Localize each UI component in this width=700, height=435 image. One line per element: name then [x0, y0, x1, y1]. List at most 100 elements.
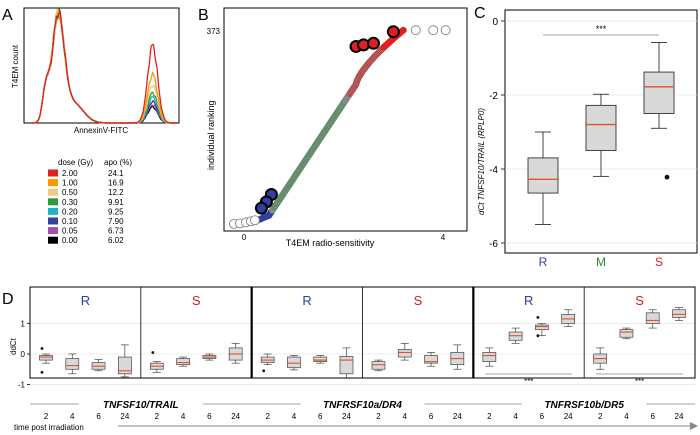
category-label: M — [596, 255, 606, 269]
gene-label: TNFRSF10a/DR4 — [323, 400, 402, 411]
xtick-label: 24 — [120, 412, 129, 421]
panel-a-curves — [31, 6, 178, 124]
panel-a-ylabel: T4EM count — [11, 44, 20, 88]
xtick-label: 2 — [376, 412, 381, 421]
panel-label-c: C — [474, 5, 486, 22]
legend-apo: 9.91 — [108, 198, 124, 207]
outlier-point — [40, 347, 44, 350]
ytick-label: -2 — [489, 91, 498, 102]
legend-apo: 6.02 — [108, 236, 124, 245]
legend-swatch — [48, 217, 58, 225]
legend-dose: 0.05 — [62, 227, 78, 236]
open-point — [440, 25, 451, 36]
xtick-label: 6 — [318, 412, 323, 421]
histogram-curve — [31, 11, 178, 124]
group-label: R — [524, 293, 533, 308]
xtick-label: 24 — [342, 412, 351, 421]
panel-b-frame — [223, 7, 468, 232]
legend-swatch — [48, 169, 58, 177]
xtick-label: 4 — [181, 412, 186, 421]
panel-c: 0 -2 -4 -6 R M S *** dCt TNFSF10/TRAIL (RPLP0) — [477, 9, 698, 269]
panel-d-xlabel: time post irradiation — [14, 423, 84, 432]
ytick-label: 1 — [21, 320, 26, 329]
legend-dose: 2.00 — [62, 169, 78, 178]
panel-label-a: A — [2, 7, 13, 24]
panel-a-legend: dose (Gy) apo (%) 2.00 24.1 1.00 16.9 0.50 12… — [48, 158, 132, 245]
box — [65, 358, 80, 370]
box — [39, 355, 53, 361]
xtick-label: 2 — [598, 412, 603, 421]
panel-c-plot: 0 -2 -4 -6 R M S *** — [489, 17, 697, 269]
time-arrow-head-icon — [690, 422, 698, 430]
xtick-label: 6 — [540, 412, 545, 421]
box — [643, 71, 675, 114]
legend-header-dose: dose (Gy) — [58, 158, 93, 167]
xtick-label: 24 — [564, 412, 573, 421]
xtick-label: 2 — [265, 412, 270, 421]
outlier-point — [40, 370, 44, 374]
legend-dose: 0.50 — [62, 188, 78, 197]
legend-swatch — [48, 198, 58, 206]
xtick-label: 4 — [292, 412, 297, 421]
xtick-label: 6 — [207, 412, 212, 421]
panel-a: T4EM count AnnexinV-FITC dose (Gy) apo (… — [11, 6, 180, 245]
group-label: R — [81, 293, 90, 308]
open-point — [250, 215, 260, 226]
panel-b-xtick-4: 4 — [441, 233, 446, 242]
legend-apo: 6.73 — [108, 227, 124, 236]
box — [482, 352, 497, 362]
xtick-label: 4 — [403, 412, 408, 421]
group-label: R — [302, 293, 311, 308]
box — [645, 312, 660, 324]
box — [371, 361, 386, 370]
legend-dose: 0.10 — [62, 217, 78, 226]
significance-label: *** — [635, 377, 644, 386]
legend-swatch — [48, 236, 58, 244]
legend-rows: 2.00 24.1 1.00 16.9 0.50 12.2 0.30 9.91 0.20 9.25… — [48, 169, 124, 245]
panel-c-frame — [504, 9, 698, 254]
xtick-label: 6 — [96, 412, 101, 421]
ytick-label: 0 — [492, 17, 498, 28]
xtick-label: 6 — [650, 412, 655, 421]
xtick-label: 24 — [453, 412, 462, 421]
open-point — [410, 25, 421, 36]
legend-apo: 7.90 — [108, 217, 124, 226]
box — [424, 355, 438, 364]
significance-label: *** — [596, 24, 607, 34]
legend-dose: 0.00 — [62, 236, 78, 245]
panel-b-xtick-0: 0 — [242, 233, 247, 242]
xtick-label: 4 — [624, 412, 629, 421]
legend-apo: 16.9 — [108, 179, 124, 188]
box — [535, 324, 549, 330]
outlier-point — [151, 351, 155, 354]
panel-b-ylabel: individual ranking — [206, 100, 216, 170]
xtick-label: 2 — [155, 412, 160, 421]
group-label: S — [192, 293, 201, 308]
legend-header-apo: apo (%) — [104, 158, 132, 167]
legend-apo: 12.2 — [108, 188, 124, 197]
panel-d-ylabel: ddCt — [9, 337, 18, 355]
ytick-label: -4 — [489, 165, 498, 176]
highlight-point-resistant — [254, 201, 268, 215]
legend-dose: 1.00 — [62, 179, 78, 188]
xtick-label: 2 — [44, 412, 49, 421]
outlier-point — [262, 369, 266, 373]
box — [619, 329, 634, 338]
highlight-point-sensitive — [366, 36, 380, 50]
legend-swatch — [48, 227, 58, 235]
box — [585, 104, 617, 151]
ytick-label: -1 — [18, 381, 26, 390]
xtick-label: 2 — [487, 412, 492, 421]
legend-apo: 24.1 — [108, 169, 124, 178]
box — [176, 358, 190, 366]
outlier-point — [536, 334, 540, 338]
xtick-label: 24 — [675, 412, 684, 421]
outlier-point — [664, 174, 670, 180]
significance-label: *** — [524, 377, 533, 386]
panel-a-xlabel: AnnexinV-FITC — [74, 126, 128, 135]
box — [313, 356, 328, 362]
panel-b-points — [229, 25, 451, 229]
category-label: S — [655, 255, 663, 269]
